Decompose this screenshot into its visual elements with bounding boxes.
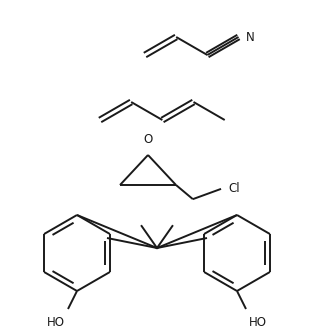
- Text: N: N: [245, 30, 254, 43]
- Text: HO: HO: [249, 316, 267, 329]
- Text: Cl: Cl: [228, 182, 240, 195]
- Text: O: O: [143, 133, 153, 146]
- Text: HO: HO: [47, 316, 65, 329]
